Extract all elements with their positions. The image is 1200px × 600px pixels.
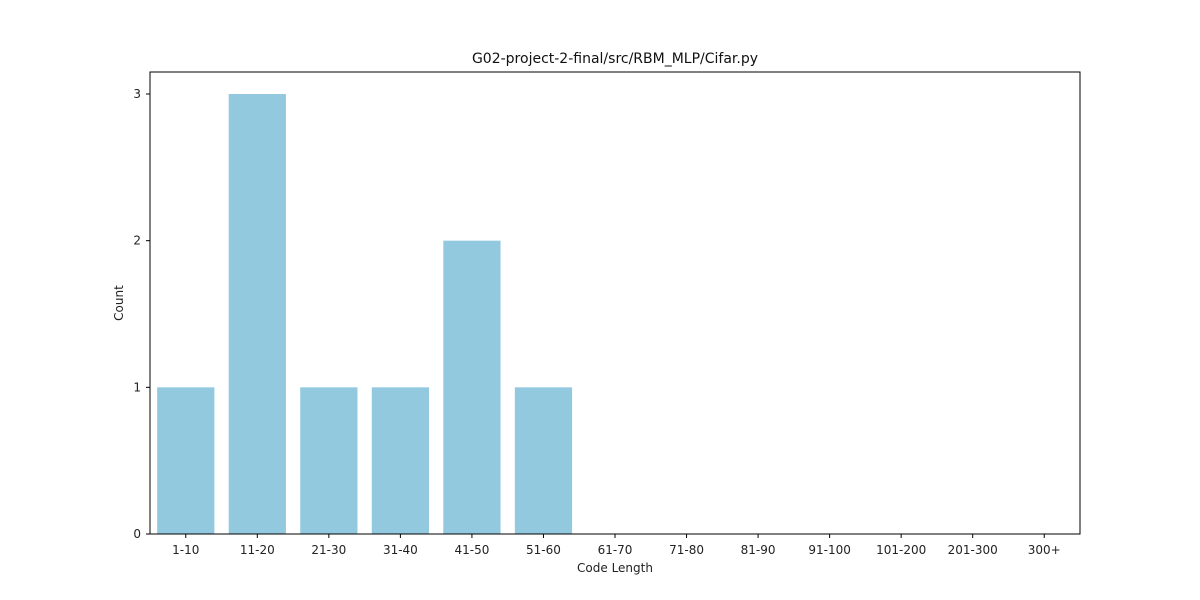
y-tick-label: 0	[133, 527, 141, 541]
x-tick-label: 1-10	[172, 543, 199, 557]
bar-31-40	[371, 387, 429, 534]
bars-layer	[157, 94, 573, 534]
plot-frame	[149, 71, 1081, 535]
x-tick-label: 71-80	[669, 543, 704, 557]
x-tick-label: 51-60	[526, 543, 561, 557]
bar-21-30	[300, 387, 358, 534]
x-tick-label: 61-70	[598, 543, 633, 557]
x-tick-label: 21-30	[311, 543, 346, 557]
x-tick-label: 31-40	[383, 543, 418, 557]
x-tick-label: 300+	[1028, 543, 1061, 557]
x-tick-label: 11-20	[240, 543, 275, 557]
bar-1-10	[157, 387, 215, 534]
y-axis-title: Count	[112, 285, 126, 321]
x-tick-label: 201-300	[948, 543, 998, 557]
y-tick-label: 1	[133, 380, 141, 394]
x-tick-label: 91-100	[808, 543, 851, 557]
x-tick-label: 41-50	[454, 543, 489, 557]
chart-title: G02-project-2-final/src/RBM_MLP/Cifar.py	[472, 51, 758, 67]
y-tick-label: 2	[133, 234, 141, 248]
x-tick-label: 101-200	[876, 543, 926, 557]
x-axis: 1-10 11-20 21-30 31-40 41-50 51-60 61-70 71-80 8…	[172, 534, 1061, 557]
bar-41-50	[443, 240, 501, 534]
y-tick-label: 3	[133, 87, 141, 101]
x-tick-label: 81-90	[741, 543, 776, 557]
bar-11-20	[228, 94, 286, 534]
y-axis: 0 1 2 3	[133, 87, 150, 541]
bar-51-60	[514, 387, 573, 534]
x-axis-title: Code Length	[577, 561, 653, 575]
